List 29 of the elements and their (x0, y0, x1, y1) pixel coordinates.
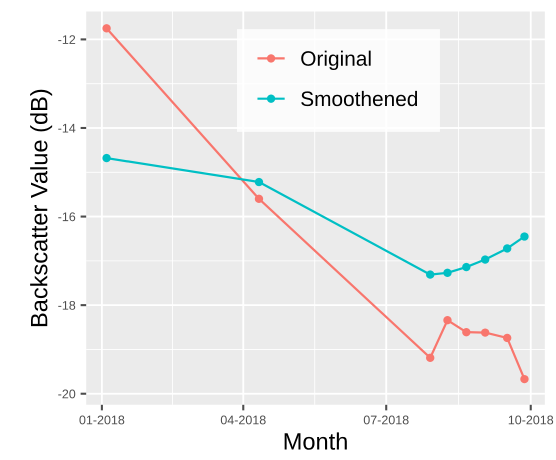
point (254, 194, 264, 204)
point (462, 328, 471, 336)
point (481, 328, 490, 337)
y-tick-label: -12 (58, 35, 76, 44)
point (503, 334, 512, 342)
point (443, 316, 452, 324)
x-tick-label: 01-2018 (79, 416, 124, 424)
legend-label: Smoothened (301, 90, 418, 106)
x-axis-title: Month (284, 432, 347, 450)
legend-label: Original (301, 50, 371, 70)
y-tick-label: -18 (58, 300, 76, 310)
y-tick-label: -20 (58, 390, 76, 398)
y-tick-label: -16 (58, 212, 76, 222)
x-tick-label: 04-2018 (220, 416, 266, 424)
point (462, 262, 471, 272)
point (443, 268, 452, 277)
point (481, 255, 490, 264)
y-axis-title: Backscatter Value (dB) (30, 90, 52, 326)
y-tick-label: -14 (58, 124, 76, 133)
point (503, 244, 512, 253)
x-tick-label: 07-2018 (364, 416, 409, 424)
point (254, 178, 264, 186)
point (426, 354, 434, 362)
point (520, 374, 529, 384)
point (102, 24, 111, 32)
point (426, 270, 434, 279)
point (102, 154, 111, 162)
point (520, 232, 529, 241)
x-tick-label: 10-2018 (508, 416, 554, 424)
